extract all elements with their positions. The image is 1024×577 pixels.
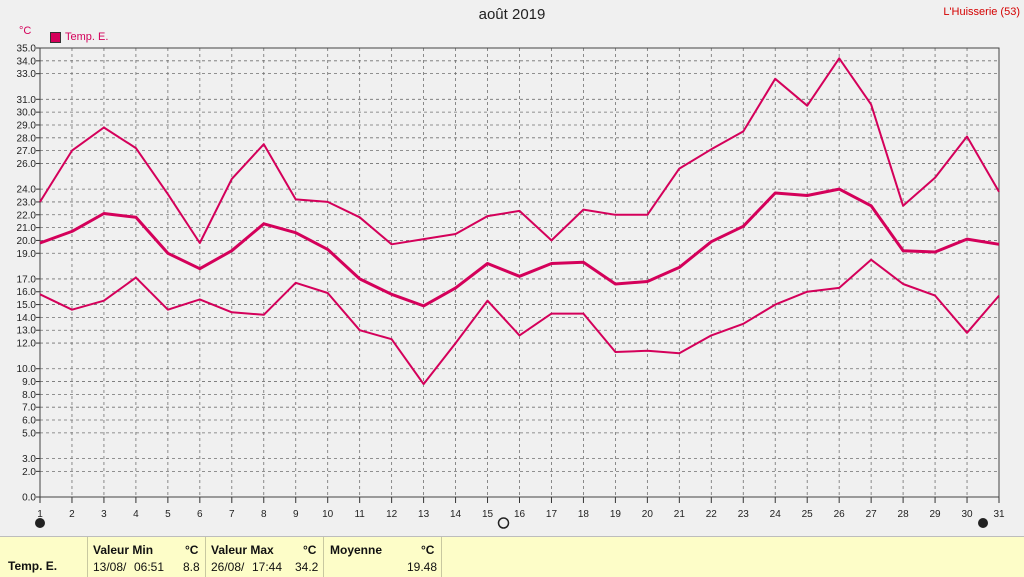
x-tick-label: 1 <box>37 509 43 520</box>
y-tick-label: 30.0 <box>17 108 37 119</box>
y-tick-label: 29.0 <box>17 120 37 131</box>
x-tick-label: 3 <box>101 509 107 520</box>
x-tick-label: 19 <box>610 509 622 520</box>
x-tick-label: 31 <box>993 509 1005 520</box>
max-value: 34.2 <box>295 560 319 574</box>
y-tick-label: 3.0 <box>22 454 36 465</box>
y-tick-label: 9.0 <box>22 377 36 388</box>
full-moon-icon <box>497 517 510 529</box>
temperature-chart: 0.0 2.0 3.0 5.06.0 7.0 8.0 9.0 10.0 12.0 13.0 14.0… <box>17 44 1005 529</box>
avg-value: 19.48 <box>407 560 438 574</box>
footer-series-label: Temp. E. <box>8 559 58 573</box>
x-tick-label: 14 <box>450 509 462 520</box>
max-time: 17:44 <box>252 560 283 574</box>
y-tick-label: 27.0 <box>17 146 37 157</box>
x-tick-label: 22 <box>706 509 718 520</box>
x-tick-label: 20 <box>642 509 654 520</box>
x-tick-label: 16 <box>514 509 526 520</box>
chart-axes: 0.0 2.0 3.0 5.06.0 7.0 8.0 9.0 10.0 12.0 13.0 14.0… <box>17 44 1005 521</box>
plot-frame <box>39 47 1000 498</box>
x-tick-label: 17 <box>546 509 558 520</box>
y-tick-label: 20.0 <box>17 236 37 247</box>
x-tick-label: 21 <box>674 509 686 520</box>
y-tick-label: 6.0 <box>22 416 36 427</box>
y-tick-label: 33.0 <box>17 69 37 80</box>
new-moon-icon <box>35 518 45 528</box>
x-tick-label: 15 <box>482 509 494 520</box>
x-tick-label: 9 <box>293 509 299 520</box>
y-tick-label: 0.0 <box>22 493 36 504</box>
max-label: Valeur Max <box>211 543 274 557</box>
y-tick-label: 24.0 <box>17 185 37 196</box>
legend-label: Temp. E. <box>65 31 109 43</box>
x-tick-label: 2 <box>69 509 75 520</box>
min-label: Valeur Min <box>93 543 154 557</box>
y-tick-label: 21.0 <box>17 223 37 234</box>
x-tick-label: 23 <box>738 509 750 520</box>
y-tick-label: 28.0 <box>17 133 37 144</box>
y-tick-label: 34.0 <box>17 56 37 67</box>
min-value: 8.8 <box>183 560 200 574</box>
y-tick-label: 31.0 <box>17 95 37 106</box>
avg-label: Moyenne <box>330 543 383 557</box>
x-tick-label: 25 <box>802 509 814 520</box>
x-tick-label: 30 <box>961 509 973 520</box>
chart-series <box>39 57 1000 386</box>
x-tick-label: 10 <box>322 509 334 520</box>
y-tick-label: 2.0 <box>22 467 36 478</box>
x-tick-label: 24 <box>770 509 782 520</box>
max-date: 26/08/ <box>211 560 245 574</box>
y-tick-label: 15.0 <box>17 300 37 311</box>
x-tick-label: 28 <box>898 509 910 520</box>
x-tick-label: 4 <box>133 509 139 520</box>
y-tick-label: 23.0 <box>17 197 37 208</box>
stats-footer: Temp. E. Valeur Min °C 13/08/ 06:51 8.8 … <box>0 536 1024 577</box>
series-line-2 <box>39 187 1000 308</box>
station-name: L'Huisserie (53) <box>943 6 1020 18</box>
min-date: 13/08/ <box>93 560 127 574</box>
y-tick-label: 14.0 <box>17 313 37 324</box>
y-tick-label: 13.0 <box>17 326 37 337</box>
x-tick-label: 12 <box>386 509 398 520</box>
y-tick-label: 8.0 <box>22 390 36 401</box>
y-tick-label: 12.0 <box>17 339 37 350</box>
y-tick-label: 22.0 <box>17 210 37 221</box>
x-tick-label: 26 <box>834 509 846 520</box>
y-axis-unit: °C <box>19 25 32 37</box>
legend-swatch <box>50 31 61 43</box>
y-tick-label: 7.0 <box>22 403 36 414</box>
footer-max-cell: Valeur Max °C 26/08/ 17:44 34.2 <box>206 537 324 577</box>
x-tick-label: 27 <box>866 509 878 520</box>
x-tick-label: 5 <box>165 509 171 520</box>
y-tick-label: 19.0 <box>17 249 37 260</box>
footer-series-cell: Temp. E. <box>0 537 88 577</box>
avg-unit: °C <box>421 543 435 557</box>
x-tick-label: 18 <box>578 509 590 520</box>
moon-phase-markers <box>35 517 989 529</box>
chart-grid <box>39 47 1000 498</box>
x-tick-label: 8 <box>261 509 267 520</box>
y-tick-label: 17.0 <box>17 274 37 285</box>
min-unit: °C <box>185 543 199 557</box>
x-tick-label: 7 <box>229 509 235 520</box>
x-tick-label: 29 <box>930 509 942 520</box>
y-tick-label: 10.0 <box>17 364 37 375</box>
y-tick-label: 5.0 <box>22 428 36 439</box>
x-tick-label: 13 <box>418 509 430 520</box>
chart-legend: Temp. E. <box>50 31 108 43</box>
y-tick-label: 26.0 <box>17 159 37 170</box>
chart-title: août 2019 <box>478 6 546 23</box>
footer-min-cell: Valeur Min °C 13/08/ 06:51 8.8 <box>88 537 206 577</box>
series-line-1 <box>39 57 1000 246</box>
x-tick-label: 11 <box>354 509 365 520</box>
series-line-3 <box>39 258 1000 386</box>
new-moon-icon <box>978 518 989 528</box>
y-tick-label: 35.0 <box>17 44 37 55</box>
footer-avg-cell: Moyenne °C 19.48 <box>324 537 442 577</box>
y-tick-label: 16.0 <box>17 287 37 298</box>
max-unit: °C <box>303 543 317 557</box>
min-time: 06:51 <box>134 560 165 574</box>
x-tick-label: 6 <box>197 509 203 520</box>
